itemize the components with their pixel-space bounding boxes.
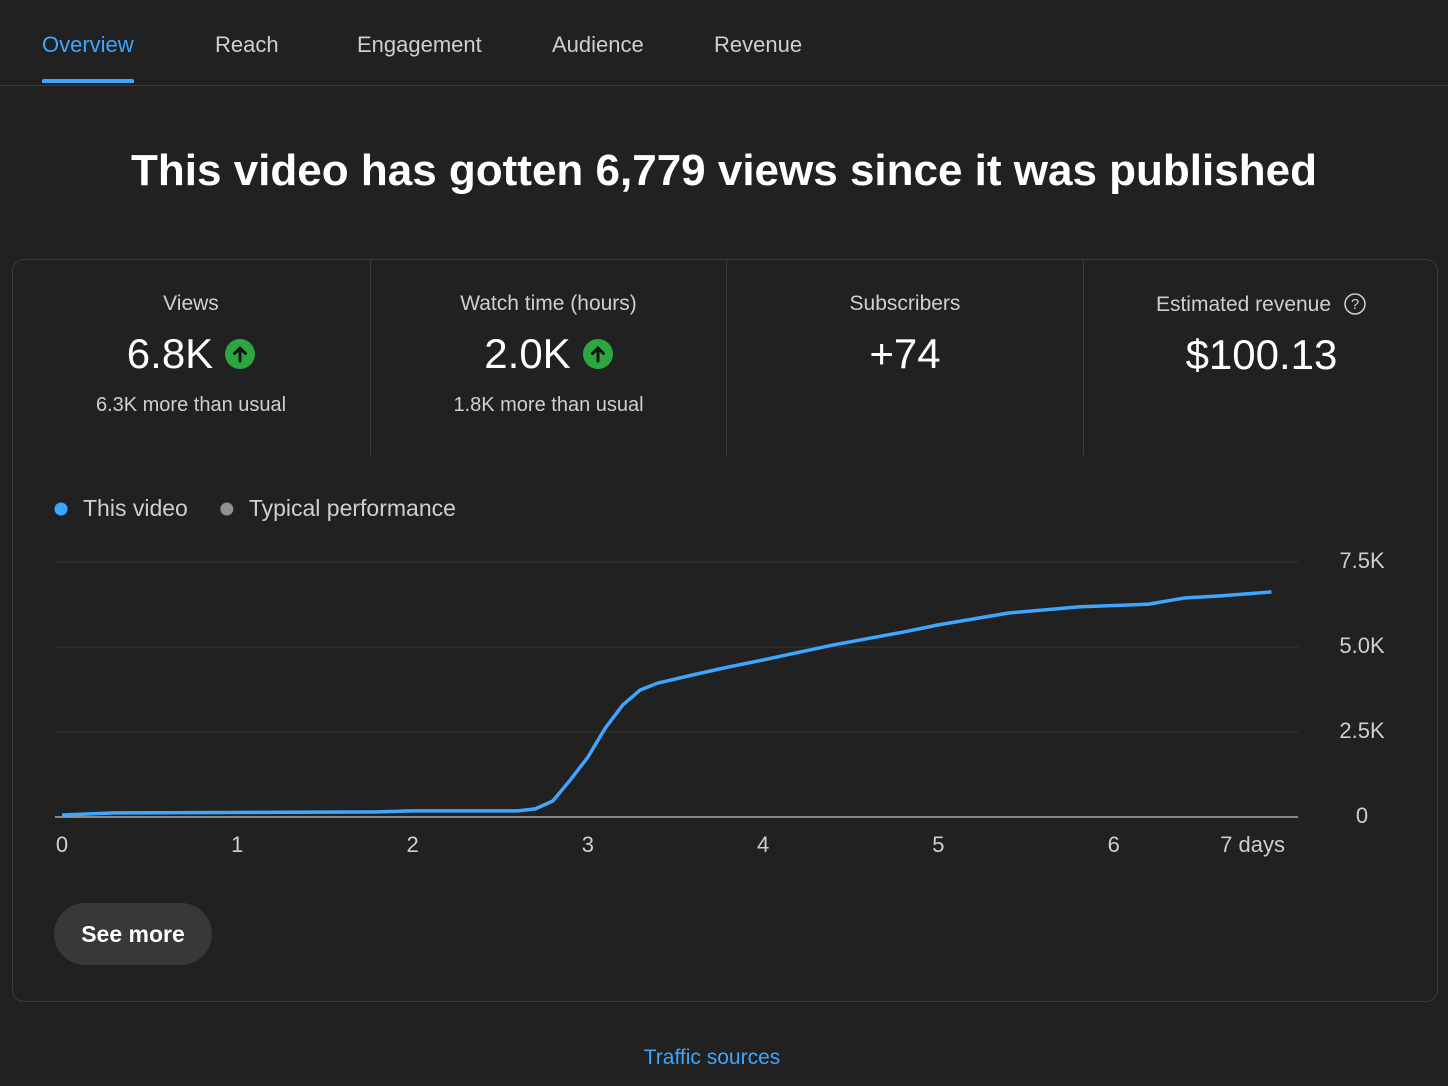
y-tick-label: 7.5K [1339, 548, 1385, 573]
x-tick-label: 0 [56, 832, 68, 857]
legend-dot [54, 502, 68, 516]
y-tick-label: 2.5K [1339, 718, 1385, 743]
metric-note: 6.3K more than usual [95, 394, 287, 416]
metric-value: $100.13 [1084, 331, 1440, 379]
x-tick-label: 5 [932, 832, 944, 857]
tab[interactable]: Audience [552, 32, 644, 57]
metric-value: +74 [727, 330, 1083, 378]
metric-label: Estimated revenue? [1084, 292, 1440, 317]
tab[interactable]: Revenue [714, 32, 803, 57]
metric: Estimated revenue? $100.13 [1082, 260, 1440, 455]
legend-dot [220, 502, 234, 516]
legend-label: This video [83, 495, 188, 521]
metric-label-text: Estimated revenue [1155, 293, 1332, 316]
headline: This video has gotten 6,779 views since … [131, 146, 1317, 195]
x-tick-label: 1 [231, 832, 243, 857]
x-tick-label: 2 [406, 832, 418, 857]
metric-note: 1.8K more than usual [453, 394, 644, 416]
metric-value-text: $100.13 [1185, 331, 1338, 378]
metric: Views 6.8K 6.3K more than usual [13, 260, 369, 455]
tab[interactable]: Overview [42, 32, 134, 83]
metric-value: 2.0K [371, 330, 727, 378]
metric-label: Views [13, 292, 369, 316]
metric-value-text: +74 [869, 330, 941, 377]
x-tick-label: 4 [757, 832, 769, 857]
metric-value: 6.8K [13, 330, 369, 378]
card [12, 259, 1438, 1002]
legend-label: Typical performance [249, 495, 456, 521]
help-icon[interactable]: ? [1343, 292, 1367, 316]
metric-label-text: Watch time (hours) [460, 292, 637, 315]
metric-value-text: 6.8K [126, 330, 214, 377]
metric-label: Subscribers [727, 292, 1083, 316]
see-more-button[interactable]: See more [54, 903, 212, 965]
trend-up-icon [582, 339, 613, 369]
metric-label-text: Views [163, 292, 219, 315]
metric-label: Watch time (hours) [371, 292, 727, 316]
metric: Watch time (hours) 2.0K 1.8K more than usu… [369, 260, 727, 455]
series-line [61, 590, 1272, 817]
trend-up-icon [225, 339, 256, 369]
x-tick-label: 7 days [1220, 832, 1285, 857]
y-tick-label: 5.0K [1339, 633, 1385, 658]
metric: Subscribers +74 [726, 260, 1083, 455]
tab-bar: Overview Reach Engagement Audience Revenue [0, 0, 1448, 86]
tab[interactable]: Engagement [357, 32, 482, 57]
x-tick-label: 6 [1108, 832, 1120, 857]
svg-text:?: ? [1351, 296, 1359, 313]
metric-value-text: 2.0K [484, 330, 571, 377]
x-tick-label: 3 [582, 832, 594, 857]
metric-label-text: Subscribers [849, 292, 961, 315]
traffic-sources-link[interactable]: Traffic sources [643, 1046, 781, 1069]
tab[interactable]: Reach [215, 32, 279, 57]
y-tick-label: 0 [1356, 803, 1368, 828]
